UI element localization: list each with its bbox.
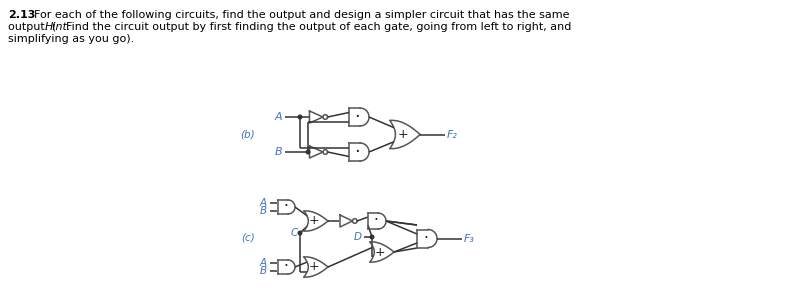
Text: B: B <box>260 266 267 276</box>
Text: F₂: F₂ <box>447 129 458 140</box>
Circle shape <box>298 115 302 119</box>
Text: ·: · <box>354 108 360 126</box>
Text: Find the circuit output by first finding the output of each gate, going from lef: Find the circuit output by first finding… <box>66 22 571 32</box>
Text: For each of the following circuits, find the output and design a simpler circuit: For each of the following circuits, find… <box>34 10 570 20</box>
Text: B: B <box>260 206 267 216</box>
Text: ·: · <box>284 260 288 274</box>
Text: ·: · <box>354 143 360 161</box>
Circle shape <box>298 231 302 235</box>
Text: +: + <box>398 128 408 141</box>
Text: B: B <box>274 147 282 157</box>
Text: (c): (c) <box>241 232 255 242</box>
Circle shape <box>370 235 374 239</box>
Text: ·: · <box>374 213 378 228</box>
Text: C: C <box>291 228 298 238</box>
Text: (b): (b) <box>240 129 255 140</box>
Text: +: + <box>309 214 319 228</box>
Text: +: + <box>374 245 385 259</box>
Text: A: A <box>260 198 267 208</box>
Text: output. (: output. ( <box>8 22 56 32</box>
Text: F₃: F₃ <box>464 234 475 243</box>
Text: A: A <box>260 258 267 268</box>
Text: D: D <box>354 232 362 242</box>
Circle shape <box>307 150 310 154</box>
Text: 2.13: 2.13 <box>8 10 35 20</box>
Text: +: + <box>309 260 319 274</box>
Text: ·: · <box>424 231 429 246</box>
Text: ·: · <box>284 199 288 214</box>
Text: simplifying as you go).: simplifying as you go). <box>8 34 134 44</box>
Text: A: A <box>274 112 282 122</box>
Text: Hint:: Hint: <box>45 22 72 32</box>
